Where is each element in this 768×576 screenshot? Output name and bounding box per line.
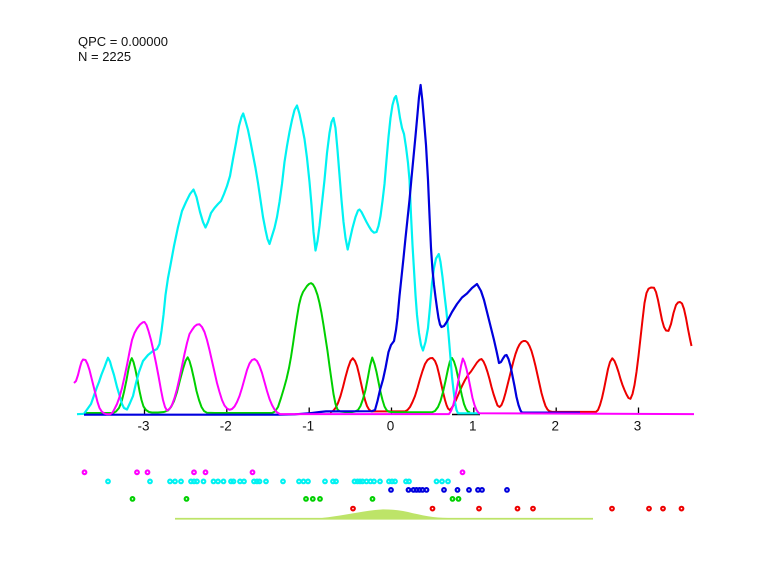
- svg-text:0: 0: [387, 419, 395, 434]
- svg-text:-3: -3: [137, 419, 149, 434]
- svg-text:3: 3: [634, 419, 642, 434]
- svg-text:N = 2225: N = 2225: [78, 49, 131, 64]
- svg-text:-2: -2: [220, 419, 232, 434]
- svg-text:1: 1: [469, 419, 477, 434]
- svg-text:2: 2: [551, 419, 559, 434]
- svg-text:QPC = 0.00000: QPC = 0.00000: [78, 34, 168, 49]
- svg-text:-1: -1: [302, 419, 314, 434]
